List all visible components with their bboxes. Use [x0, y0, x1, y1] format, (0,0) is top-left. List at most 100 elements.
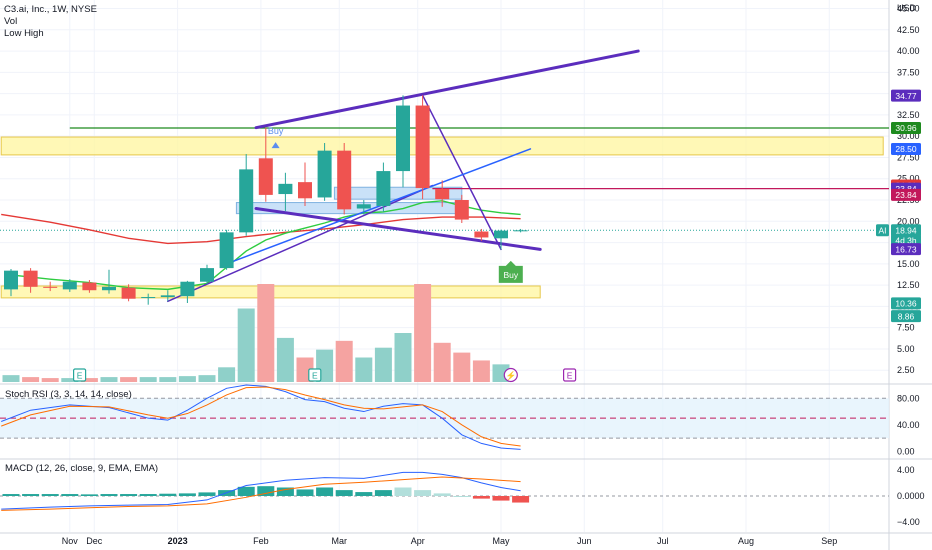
price-tick: 45.00	[897, 4, 920, 14]
candle	[337, 142, 352, 215]
candle-body	[23, 270, 38, 287]
price-label-text: 16.73	[895, 244, 917, 254]
candle-body	[298, 182, 312, 199]
price-label-box	[891, 297, 921, 310]
price-label: 23.84	[891, 188, 921, 201]
candle-body	[219, 232, 234, 269]
time-tick: Sep	[821, 536, 837, 546]
candle-body	[435, 188, 450, 200]
split-event[interactable]: ⚡	[503, 367, 518, 383]
candle	[454, 194, 469, 223]
upper-wedge-line[interactable]	[254, 49, 640, 130]
candle	[258, 127, 273, 202]
time-tick: Jun	[577, 536, 592, 546]
events-layer[interactable]: E E ⚡ E	[72, 367, 577, 383]
macd-histogram-bar	[159, 493, 177, 496]
macd-histogram-bar	[41, 494, 59, 496]
candle	[376, 162, 391, 212]
candle-body	[454, 200, 469, 220]
price-tick: 25.00	[897, 174, 920, 184]
price-label-box	[891, 142, 921, 155]
drop-line[interactable]	[421, 94, 502, 251]
candle-body	[415, 105, 430, 189]
symbol-tag-box	[876, 224, 889, 237]
buy-signal: Buy	[498, 260, 523, 283]
macd-histogram-bar	[512, 496, 530, 503]
candle-body	[43, 286, 58, 288]
price-tick: 32.50	[897, 110, 920, 120]
macd-histogram-bar	[22, 494, 40, 496]
price-label: 10.36	[891, 297, 921, 310]
price-tick: 5.00	[897, 344, 915, 354]
buy-label: Buy	[268, 126, 284, 136]
candle	[141, 293, 156, 305]
earnings-event[interactable]: E	[562, 368, 577, 382]
buy-badge-label: Buy	[503, 270, 518, 280]
blue-trend[interactable]	[225, 148, 532, 265]
price-tick: 20.00	[897, 216, 920, 226]
price-label-box	[891, 224, 921, 237]
time-tick: 2023	[168, 536, 188, 546]
chart-legend[interactable]: C3.ai, Inc., 1W, NYSE Vol Low High	[4, 4, 97, 40]
low-high-legend[interactable]: Low High	[4, 28, 44, 39]
volume-bar	[335, 340, 353, 382]
price-tick: 7.50	[897, 323, 915, 333]
earnings-event[interactable]: E	[72, 368, 87, 382]
price-label: 30.96	[891, 122, 921, 135]
stoch-rsi-pane	[0, 384, 889, 450]
macd-histogram-bar	[2, 494, 20, 496]
macd-histogram-bar	[257, 486, 275, 496]
price-label: 8.86	[891, 310, 921, 323]
countdown-box	[891, 235, 921, 247]
price-label: 28.50	[891, 142, 921, 155]
time-tick: Feb	[253, 536, 269, 546]
price-tick: 15.00	[897, 259, 920, 269]
time-tick: Nov	[62, 536, 79, 546]
macd-histogram-bar	[472, 496, 490, 499]
macd-histogram-bar	[276, 487, 294, 496]
price-axis[interactable]: USD2.505.007.5010.0012.5015.0017.5020.00…	[897, 3, 925, 527]
time-axis[interactable]: Nov Dec 2023 Feb Mar Apr May Jun Jul Aug Sep	[62, 536, 838, 546]
volume-bar	[41, 378, 59, 382]
candle-body	[200, 268, 214, 282]
candle	[435, 180, 450, 207]
horizontal-lines[interactable]	[0, 127, 889, 231]
time-tick: Dec	[86, 536, 103, 546]
volume-bar	[159, 377, 177, 382]
macd-histogram-bar	[335, 490, 353, 496]
earnings-icon	[562, 368, 577, 382]
volume-bar	[257, 284, 275, 382]
time-tick: May	[492, 536, 510, 546]
candle	[219, 229, 234, 270]
volume-legend[interactable]: Vol	[4, 16, 18, 27]
candle	[160, 290, 175, 302]
MA-green	[10, 200, 521, 291]
volume-bar	[120, 377, 138, 382]
volume-bar	[61, 378, 79, 382]
price-label-text: 23.84	[895, 184, 917, 194]
earnings-event[interactable]: E	[308, 368, 322, 382]
macd-legend[interactable]: MACD (12, 26, close, 9, EMA, EMA)	[5, 463, 159, 474]
volume-bar	[218, 367, 236, 382]
macd-histogram-bar	[237, 486, 255, 496]
signal-annotations: Buy Buy	[268, 126, 523, 283]
moving-averages	[1, 200, 521, 291]
stoch-rsi-legend[interactable]: Stoch RSI (3, 3, 14, 14, close)	[5, 389, 132, 400]
volume-bar	[394, 333, 412, 382]
candle-body	[513, 230, 528, 232]
trendlines[interactable]	[167, 49, 640, 303]
event-label: ⚡	[506, 371, 517, 382]
candle-body	[141, 297, 156, 299]
rsi-K-line	[1, 384, 521, 450]
macd-signal-line	[1, 476, 521, 511]
rsi-tick: 80.00	[897, 393, 920, 403]
macd-histogram-bar	[355, 492, 373, 496]
candle-body	[396, 105, 410, 172]
rsi-D-line	[1, 386, 521, 447]
lower-wedge-line[interactable]	[254, 207, 542, 251]
symbol-title[interactable]: C3.ai, Inc., 1W, NYSE	[4, 4, 97, 15]
price-label: 34.77	[891, 89, 921, 102]
volume-bar	[80, 378, 98, 382]
candle	[474, 228, 489, 241]
